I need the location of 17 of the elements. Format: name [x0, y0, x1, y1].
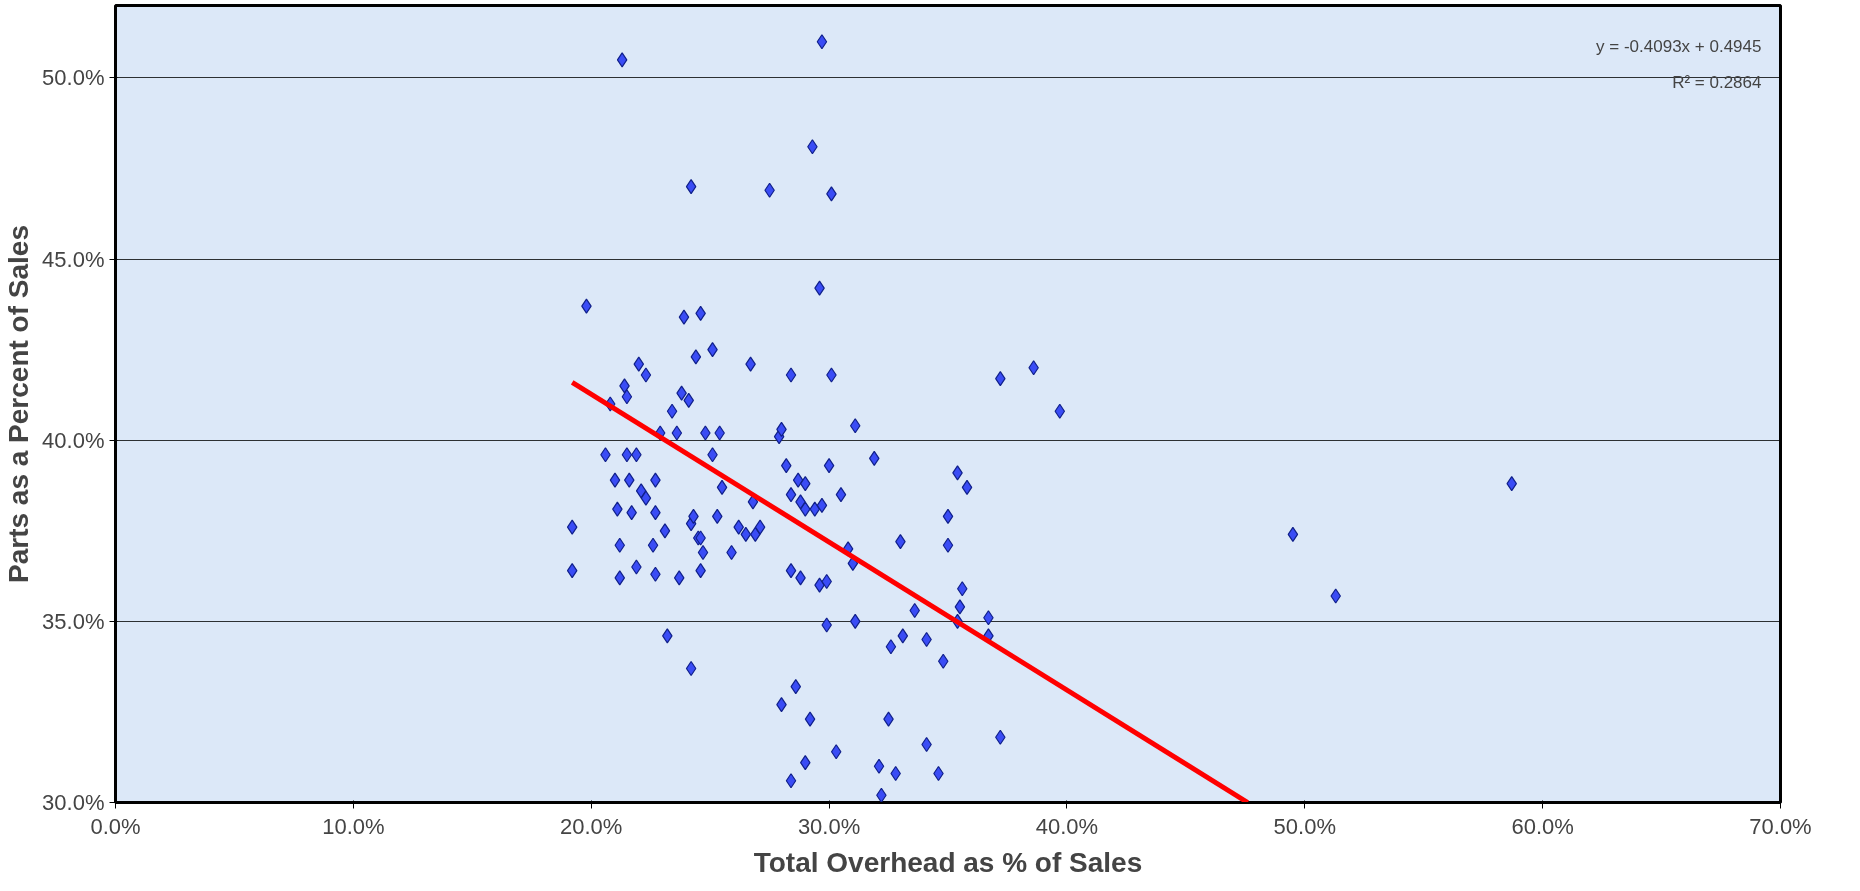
x-tick-label: 20.0%: [560, 813, 623, 839]
y-tick-label: 40.0%: [42, 427, 105, 453]
y-tick-label: 45.0%: [42, 246, 105, 272]
x-tick-label: 0.0%: [90, 813, 141, 839]
x-tick-label: 60.0%: [1511, 813, 1574, 839]
x-tick-label: 30.0%: [797, 813, 861, 839]
y-tick-label: 50.0%: [42, 65, 105, 91]
x-axis-title: Total Overhead as % of Sales: [753, 846, 1143, 878]
x-tick-label: 10.0%: [322, 813, 385, 839]
y-tick-label: 35.0%: [42, 608, 105, 634]
x-tick-label: 40.0%: [1035, 813, 1099, 839]
y-axis-title: Parts as a Percent of Sales: [3, 225, 35, 583]
x-tick-label: 70.0%: [1749, 813, 1812, 839]
y-tick-label: 30.0%: [42, 790, 105, 815]
x-tick-label: 50.0%: [1273, 813, 1336, 839]
annotation: R² = 0.2864: [1672, 73, 1762, 93]
annotation: y = -0.4093x + 0.4945: [1596, 37, 1762, 57]
